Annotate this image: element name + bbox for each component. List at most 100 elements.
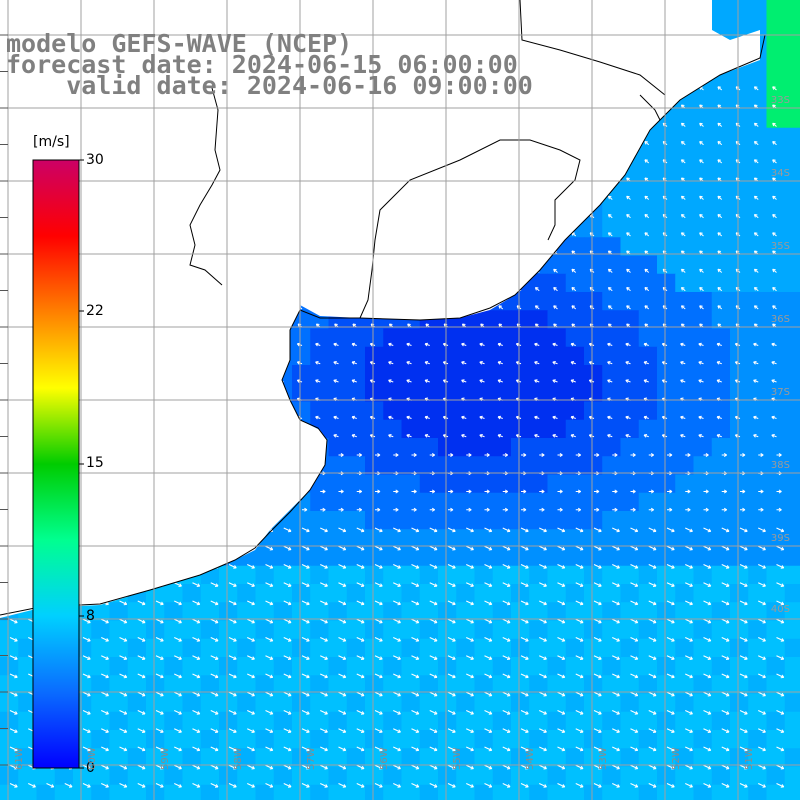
wind-arrow-head [699, 141, 702, 145]
wind-cell [328, 638, 348, 658]
wind-arrow-head [644, 269, 647, 273]
wind-cell [383, 547, 403, 567]
wind-cell [182, 584, 202, 603]
wind-cell [419, 748, 439, 768]
wind-cell [91, 766, 111, 786]
wind-cell [346, 711, 366, 731]
wind-cell [784, 383, 800, 403]
wind-arrow-head [753, 141, 756, 145]
wind-cell [602, 638, 622, 658]
wind-cell [456, 383, 476, 403]
wind-arrow-head [395, 507, 399, 511]
wind-arrow-head [388, 434, 391, 438]
wind-arrow-head [406, 379, 410, 383]
wind-arrow-head [559, 489, 563, 492]
wind-arrow-head [333, 416, 337, 420]
wind-cell [784, 127, 800, 147]
wind-arrow-head [607, 416, 610, 420]
wind-cell [675, 164, 695, 184]
wind-arrow-head [431, 453, 436, 456]
wind-cell [565, 693, 585, 713]
wind-cell [675, 638, 695, 658]
wind-cell [748, 438, 768, 457]
wind-cell [657, 146, 676, 165]
wind-cell [328, 730, 348, 749]
wind-cell [565, 657, 585, 676]
wind-cell [766, 36, 786, 56]
wind-cell [438, 492, 457, 512]
wind-arrow-head [504, 453, 509, 456]
wind-cell [638, 657, 658, 676]
wind-cell [693, 784, 713, 800]
wind-cell [675, 127, 695, 147]
wind-cell [383, 730, 403, 749]
wind-cell [547, 419, 567, 439]
wind-arrow-head [413, 453, 417, 456]
wind-cell [255, 565, 275, 585]
wind-cell [310, 565, 330, 585]
wind-cell [638, 584, 658, 603]
wind-cell [492, 730, 512, 749]
wind-arrow-head [334, 323, 337, 328]
wind-arrow-head [333, 361, 337, 365]
wind-cell [730, 127, 749, 147]
wind-cell [419, 365, 439, 384]
wind-cell [784, 255, 800, 275]
wind-cell [766, 456, 786, 476]
wind-cell [730, 200, 749, 220]
wind-cell [602, 346, 622, 366]
wind-cell [584, 711, 603, 731]
wind-cell [401, 784, 421, 800]
wind-cell [657, 474, 676, 494]
wind-cell [164, 584, 184, 603]
wind-cell [492, 529, 512, 549]
wind-cell [565, 492, 585, 512]
wind-cell [328, 766, 348, 786]
wind-cell [730, 784, 749, 800]
wind-cell [602, 529, 622, 549]
wind-cell [693, 511, 713, 530]
wind-cell [365, 657, 384, 676]
wind-cell [565, 547, 585, 567]
wind-cell [547, 748, 567, 768]
wind-cell [602, 584, 622, 603]
wind-cell [91, 748, 111, 768]
wind-cell [766, 346, 786, 366]
wind-arrow-head [498, 323, 501, 328]
wind-cell [784, 730, 800, 749]
wind-cell [584, 456, 603, 476]
wind-cell [547, 365, 567, 384]
wind-cell [620, 365, 640, 384]
wind-cell [91, 711, 111, 731]
wind-arrow-head [698, 361, 702, 365]
wind-cell [547, 401, 567, 421]
wind-cell [638, 711, 658, 731]
wind-cell [675, 492, 695, 512]
wind-cell [91, 784, 111, 800]
wind-arrow-head [698, 343, 702, 347]
wind-cell [492, 456, 512, 476]
wind-arrow-head [717, 269, 720, 273]
wind-arrow-head [297, 323, 300, 328]
wind-cell [711, 693, 731, 713]
wind-cell [675, 237, 695, 257]
wind-cell [711, 547, 731, 567]
wind-cell [784, 273, 800, 293]
wind-cell [675, 383, 695, 403]
wind-arrow-head [461, 323, 464, 328]
wind-cell [219, 766, 238, 786]
wind-cell [292, 748, 311, 768]
wind-arrow-head [534, 287, 537, 291]
wind-arrow-head [504, 507, 509, 511]
wind-arrow-head [515, 416, 519, 420]
wind-arrow-head [716, 379, 720, 383]
wind-cell [492, 365, 512, 384]
wind-cell [492, 766, 512, 786]
wind-cell [565, 419, 585, 439]
wind-cell [511, 456, 530, 476]
wind-cell [91, 693, 111, 713]
wind-cell [36, 784, 56, 800]
wind-arrow-head [534, 379, 537, 383]
wind-cell [200, 730, 220, 749]
wind-cell [529, 310, 549, 330]
